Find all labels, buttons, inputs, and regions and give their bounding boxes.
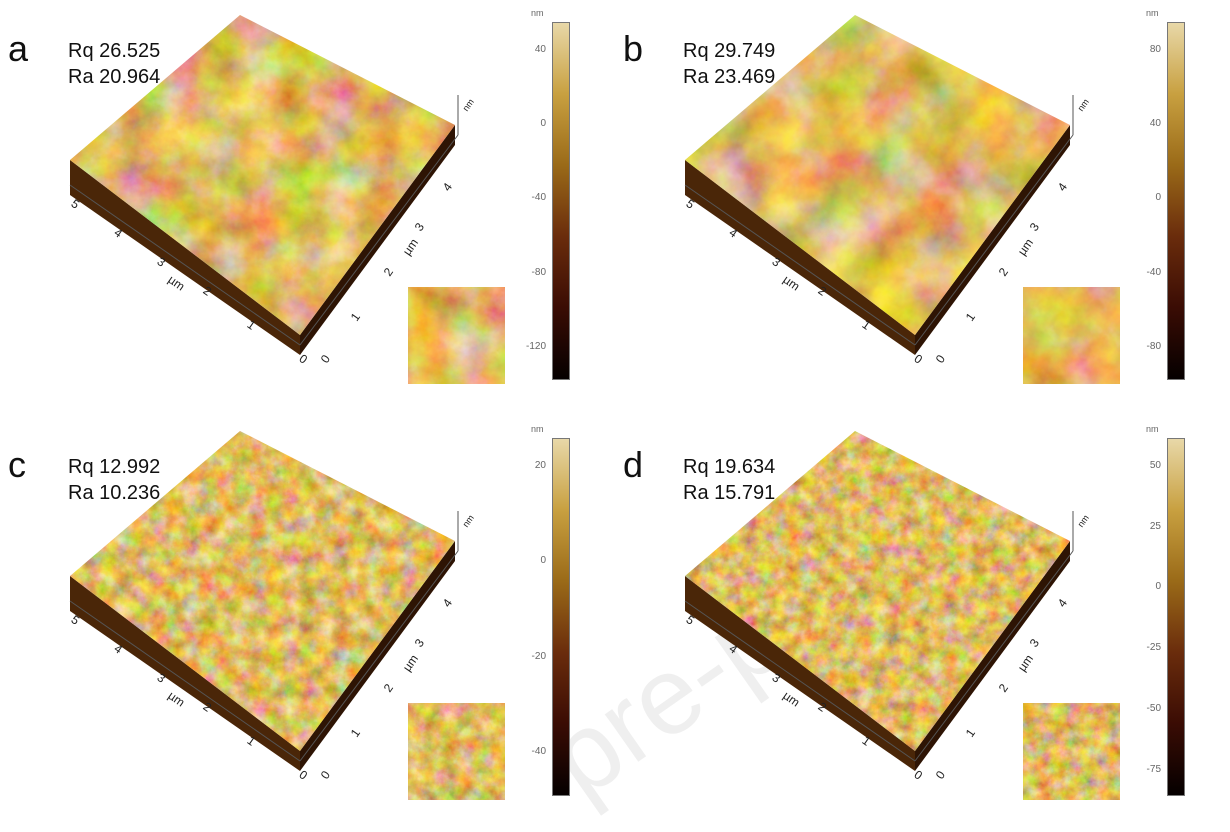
- colorbar-unit: nm: [531, 8, 544, 18]
- surface-right-side: [915, 125, 1070, 355]
- roughness-values: Rq 29.749 Ra 23.469: [683, 38, 775, 90]
- ra-value: Ra 10.236: [68, 482, 161, 504]
- afm-2d-inset: [408, 287, 505, 384]
- colorbar-tick: 50: [1149, 460, 1161, 471]
- rq-value: Rq 26.525: [68, 40, 161, 62]
- colorbar-unit: nm: [1146, 424, 1159, 434]
- colorbar-tick: -40: [531, 192, 546, 204]
- afm-3d-surface: [684, 431, 1074, 771]
- surface-right-side: [915, 541, 1070, 771]
- x-axis-line: [69, 184, 301, 346]
- colorbar-tick: 40: [534, 44, 546, 55]
- colorbar-tick: 0: [1155, 581, 1161, 593]
- surface-right-side: [300, 541, 455, 771]
- colorbar: [1167, 438, 1185, 796]
- surface-top: [70, 431, 455, 751]
- panel-a: a Rq 26.525 Ra 20.964 0 0 1 1 2 2 3 3 4 4 5 µm µm nm n…: [0, 0, 615, 416]
- x-axis-line: [684, 600, 916, 762]
- panel-d: d Rq 19.634 Ra 15.791 0 0 1 1 2 2 3 3 4 4 5 µm µm nm n…: [615, 416, 1230, 832]
- y-axis-line: [914, 134, 1074, 346]
- surface-top: [70, 15, 455, 335]
- afm-2d-inset: [1023, 703, 1120, 800]
- panel-label: d: [623, 444, 644, 485]
- surface-right-side: [300, 125, 455, 355]
- colorbar-tick: 40: [1149, 118, 1161, 130]
- y-axis-line: [914, 550, 1074, 762]
- panel-label: c: [8, 444, 26, 485]
- roughness-values: Rq 19.634 Ra 15.791: [683, 454, 775, 506]
- surface-left-side: [685, 576, 915, 771]
- panel-label: a: [8, 28, 29, 69]
- panel-b: b Rq 29.749 Ra 23.469 0 0 1 1 2 2 3 3 4 4 5 µm µm nm n…: [615, 0, 1230, 416]
- colorbar-unit: nm: [531, 424, 544, 434]
- colorbar-tick: -20: [531, 650, 546, 662]
- x-axis-line: [684, 184, 916, 346]
- ra-value: Ra 15.791: [683, 482, 776, 504]
- surface-top: [685, 15, 1070, 335]
- colorbar-tick: -50: [1146, 702, 1161, 714]
- colorbar-tick: 80: [1149, 44, 1161, 55]
- rq-value: Rq 29.749: [683, 40, 776, 62]
- surface-left-side: [70, 576, 300, 771]
- afm-3d-surface: [69, 15, 459, 355]
- colorbar-tick: 0: [540, 555, 546, 567]
- afm-2d-inset: [408, 703, 505, 800]
- colorbar: [552, 438, 570, 796]
- colorbar-tick: 20: [534, 460, 546, 471]
- surface-left-side: [70, 160, 300, 355]
- surface-left-side: [685, 160, 915, 355]
- colorbar-tick: 25: [1149, 520, 1161, 532]
- y-axis-line: [299, 134, 459, 346]
- colorbar-unit: nm: [1146, 8, 1159, 18]
- panel-c: c Rq 12.992 Ra 10.236 0 0 1 1 2 2 3 3 4 4 5 µm µm nm n…: [0, 416, 615, 832]
- x-axis-line: [69, 600, 301, 762]
- surface-top: [685, 431, 1070, 751]
- panel-label: b: [623, 28, 644, 69]
- roughness-values: Rq 26.525 Ra 20.964: [68, 38, 160, 90]
- rq-value: Rq 19.634: [683, 456, 776, 478]
- colorbar-tick: -80: [1146, 340, 1161, 352]
- colorbar-tick: -80: [531, 266, 546, 278]
- afm-3d-surface: [684, 15, 1074, 355]
- afm-2d-inset: [1023, 287, 1120, 384]
- roughness-values: Rq 12.992 Ra 10.236: [68, 454, 160, 506]
- ra-value: Ra 20.964: [68, 66, 161, 88]
- colorbar-tick: 0: [540, 118, 546, 130]
- colorbar: [1167, 22, 1185, 380]
- colorbar-tick: -40: [1146, 266, 1161, 278]
- ra-value: Ra 23.469: [683, 66, 776, 88]
- colorbar-tick: -75: [1146, 763, 1161, 775]
- rq-value: Rq 12.992: [68, 456, 161, 478]
- afm-3d-surface: [69, 431, 459, 771]
- y-axis-line: [299, 550, 459, 762]
- colorbar-tick: -40: [531, 746, 546, 758]
- colorbar: [552, 22, 570, 380]
- colorbar-tick: -120: [525, 340, 546, 352]
- colorbar-tick: 0: [1155, 192, 1161, 204]
- colorbar-tick: -25: [1146, 642, 1161, 654]
